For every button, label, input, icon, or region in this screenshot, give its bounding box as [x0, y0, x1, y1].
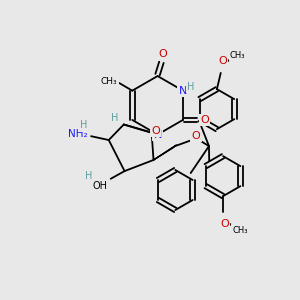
- Text: O: O: [220, 219, 229, 229]
- Text: H: H: [80, 120, 88, 130]
- Text: H: H: [111, 113, 118, 123]
- Text: O: O: [159, 50, 167, 59]
- Text: CH₃: CH₃: [232, 226, 248, 235]
- Text: O: O: [191, 131, 200, 141]
- Text: OH: OH: [92, 182, 107, 191]
- Text: NH₂: NH₂: [68, 129, 88, 139]
- Text: O: O: [200, 115, 209, 125]
- Text: H: H: [85, 172, 93, 182]
- Text: H: H: [187, 82, 194, 92]
- Text: N: N: [153, 130, 162, 140]
- Text: CH₃: CH₃: [230, 51, 245, 60]
- Text: O: O: [218, 56, 227, 66]
- Text: O: O: [151, 126, 160, 136]
- Text: CH₃: CH₃: [101, 77, 118, 86]
- Text: N: N: [179, 86, 187, 96]
